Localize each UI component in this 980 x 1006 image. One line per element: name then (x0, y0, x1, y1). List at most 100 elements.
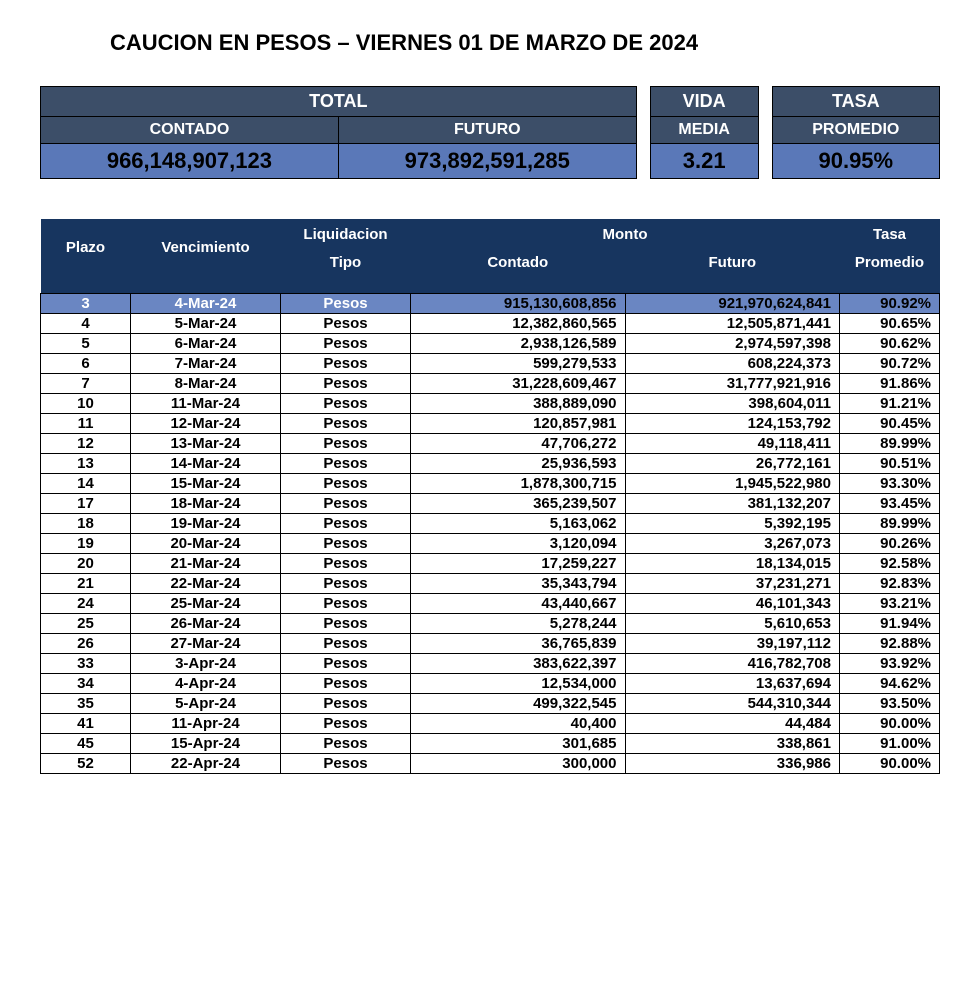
cell-tasa: 91.94% (840, 613, 940, 633)
cell-plazo: 24 (41, 593, 131, 613)
cell-tasa: 90.26% (840, 533, 940, 553)
cell-vencimiento: 22-Mar-24 (131, 573, 281, 593)
cell-futuro: 608,224,373 (625, 353, 840, 373)
summary-futuro-value: 973,892,591,285 (338, 144, 636, 179)
cell-tipo: Pesos (281, 373, 411, 393)
cell-plazo: 14 (41, 473, 131, 493)
cell-tipo: Pesos (281, 633, 411, 653)
cell-contado: 120,857,981 (411, 413, 626, 433)
cell-plazo: 3 (41, 293, 131, 313)
cell-tasa: 89.99% (840, 513, 940, 533)
cell-vencimiento: 3-Apr-24 (131, 653, 281, 673)
cell-tipo: Pesos (281, 393, 411, 413)
cell-futuro: 12,505,871,441 (625, 313, 840, 333)
table-row: 333-Apr-24Pesos383,622,397416,782,70893.… (41, 653, 940, 673)
table-row: 4111-Apr-24Pesos40,40044,48490.00% (41, 713, 940, 733)
summary-futuro-header: FUTURO (338, 117, 636, 144)
cell-tasa: 90.00% (840, 753, 940, 773)
cell-tipo: Pesos (281, 753, 411, 773)
cell-vencimiento: 20-Mar-24 (131, 533, 281, 553)
cell-contado: 3,120,094 (411, 533, 626, 553)
cell-futuro: 336,986 (625, 753, 840, 773)
cell-contado: 43,440,667 (411, 593, 626, 613)
cell-vencimiento: 25-Mar-24 (131, 593, 281, 613)
cell-tipo: Pesos (281, 453, 411, 473)
cell-futuro: 2,974,597,398 (625, 333, 840, 353)
cell-contado: 499,322,545 (411, 693, 626, 713)
cell-vencimiento: 11-Mar-24 (131, 393, 281, 413)
summary-gap (758, 87, 772, 179)
cell-plazo: 20 (41, 553, 131, 573)
cell-tipo: Pesos (281, 713, 411, 733)
cell-vencimiento: 27-Mar-24 (131, 633, 281, 653)
col-plazo: Plazo (41, 219, 131, 275)
cell-contado: 5,163,062 (411, 513, 626, 533)
table-row: 2425-Mar-24Pesos43,440,66746,101,34393.2… (41, 593, 940, 613)
cell-tasa: 90.92% (840, 293, 940, 313)
cell-vencimiento: 4-Mar-24 (131, 293, 281, 313)
cell-contado: 12,534,000 (411, 673, 626, 693)
cell-plazo: 6 (41, 353, 131, 373)
cell-tipo: Pesos (281, 653, 411, 673)
cell-tasa: 90.00% (840, 713, 940, 733)
table-row: 2526-Mar-24Pesos5,278,2445,610,65391.94% (41, 613, 940, 633)
table-row: 1415-Mar-24Pesos1,878,300,7151,945,522,9… (41, 473, 940, 493)
cell-tipo: Pesos (281, 413, 411, 433)
cell-tasa: 92.83% (840, 573, 940, 593)
cell-tasa: 90.72% (840, 353, 940, 373)
col-tipo: Tipo (281, 247, 411, 275)
cell-futuro: 921,970,624,841 (625, 293, 840, 313)
cell-tipo: Pesos (281, 353, 411, 373)
cell-contado: 40,400 (411, 713, 626, 733)
page-title: CAUCION EN PESOS – VIERNES 01 DE MARZO D… (110, 30, 940, 56)
cell-vencimiento: 26-Mar-24 (131, 613, 281, 633)
cell-tipo: Pesos (281, 513, 411, 533)
cell-plazo: 35 (41, 693, 131, 713)
table-row: 1718-Mar-24Pesos365,239,507381,132,20793… (41, 493, 940, 513)
table-row: 67-Mar-24Pesos599,279,533608,224,37390.7… (41, 353, 940, 373)
cell-contado: 915,130,608,856 (411, 293, 626, 313)
cell-futuro: 3,267,073 (625, 533, 840, 553)
cell-vencimiento: 8-Mar-24 (131, 373, 281, 393)
cell-vencimiento: 15-Mar-24 (131, 473, 281, 493)
summary-tasa-promedio-value: 90.95% (772, 144, 939, 179)
col-vencimiento: Vencimiento (131, 219, 281, 275)
cell-contado: 36,765,839 (411, 633, 626, 653)
cell-contado: 31,228,609,467 (411, 373, 626, 393)
header-spacer (41, 275, 940, 293)
summary-contado-header: CONTADO (41, 117, 339, 144)
cell-futuro: 18,134,015 (625, 553, 840, 573)
cell-tipo: Pesos (281, 733, 411, 753)
cell-vencimiento: 19-Mar-24 (131, 513, 281, 533)
cell-tasa: 90.62% (840, 333, 940, 353)
cell-tipo: Pesos (281, 473, 411, 493)
cell-futuro: 31,777,921,916 (625, 373, 840, 393)
cell-vencimiento: 13-Mar-24 (131, 433, 281, 453)
table-row: 56-Mar-24Pesos2,938,126,5892,974,597,398… (41, 333, 940, 353)
cell-plazo: 33 (41, 653, 131, 673)
cell-contado: 2,938,126,589 (411, 333, 626, 353)
detail-table-body: 34-Mar-24 Pesos 915,130,608,856921,970,624… (41, 293, 940, 773)
summary-tasa-header: TASA (772, 87, 939, 117)
cell-plazo: 25 (41, 613, 131, 633)
cell-plazo: 26 (41, 633, 131, 653)
table-row: 1112-Mar-24Pesos120,857,981124,153,79290… (41, 413, 940, 433)
cell-vencimiento: 4-Apr-24 (131, 673, 281, 693)
cell-contado: 1,878,300,715 (411, 473, 626, 493)
cell-tasa: 93.50% (840, 693, 940, 713)
cell-plazo: 17 (41, 493, 131, 513)
col-tasa: Tasa (840, 219, 940, 247)
cell-futuro: 46,101,343 (625, 593, 840, 613)
cell-vencimiento: 14-Mar-24 (131, 453, 281, 473)
cell-plazo: 21 (41, 573, 131, 593)
cell-futuro: 338,861 (625, 733, 840, 753)
cell-futuro: 44,484 (625, 713, 840, 733)
table-row: 1920-Mar-24Pesos3,120,0943,267,07390.26% (41, 533, 940, 553)
cell-contado: 301,685 (411, 733, 626, 753)
cell-plazo: 4 (41, 313, 131, 333)
cell-tipo: Pesos (281, 613, 411, 633)
cell-futuro: 416,782,708 (625, 653, 840, 673)
cell-plazo: 10 (41, 393, 131, 413)
table-row: 34-Mar-24Pesos915,130,608,856921,970,624… (41, 293, 940, 313)
cell-futuro: 37,231,271 (625, 573, 840, 593)
